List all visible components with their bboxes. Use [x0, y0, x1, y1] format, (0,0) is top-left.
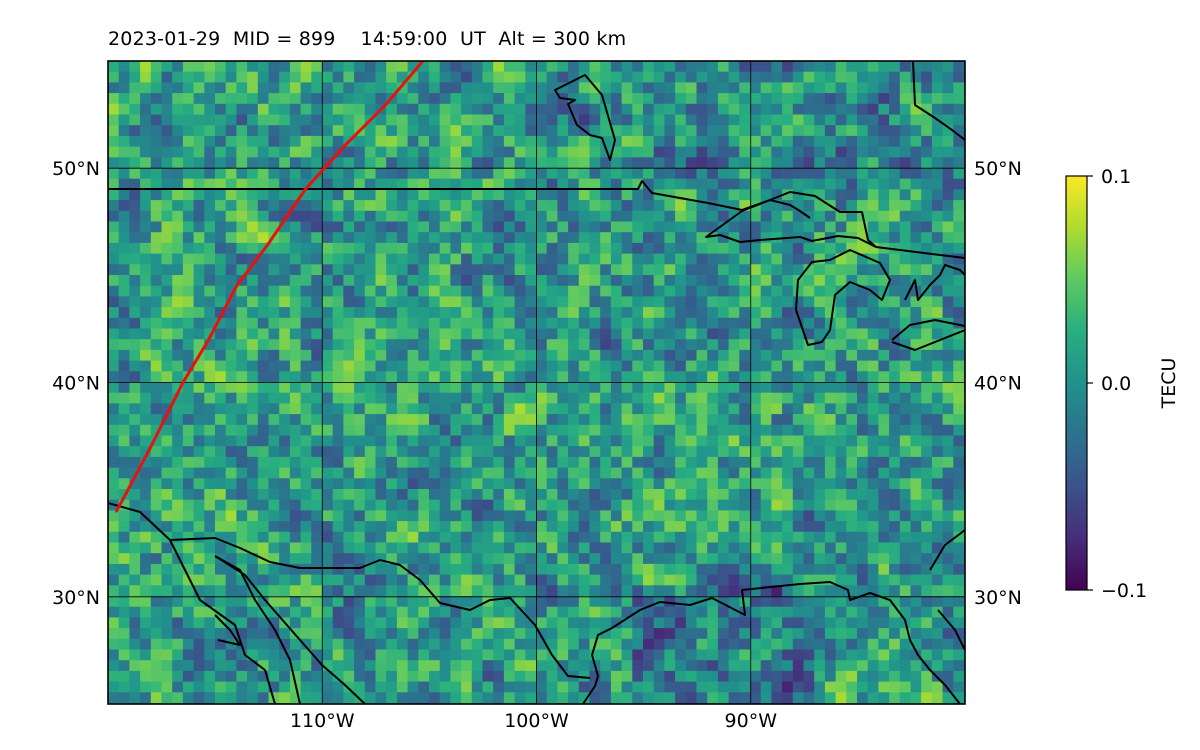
terminator-line — [115, 61, 425, 513]
colorbar-label: TECU — [1158, 358, 1180, 410]
hudson-bay-coast — [912, 61, 965, 141]
lat-label-left: 50°N — [52, 158, 100, 180]
graticule — [108, 61, 965, 704]
us-mexico-border — [108, 502, 591, 679]
lon-label: 110°W — [290, 710, 355, 732]
baja-inner — [214, 614, 241, 646]
map-title: 2023-01-29 MID = 899 14:59:00 UT Alt = 3… — [108, 28, 627, 50]
colorbar-tick-label: −0.1 — [1101, 580, 1147, 602]
lon-label: 90°W — [725, 710, 778, 732]
florida-coast — [929, 529, 965, 651]
map-frame — [107, 60, 966, 705]
lake-michigan — [795, 249, 891, 346]
lon-label: 100°W — [504, 710, 569, 732]
gulf-coast — [591, 581, 961, 704]
colorbar-tick-label: 0.0 — [1101, 373, 1131, 395]
colorbar — [1066, 176, 1087, 590]
lake-huron — [875, 246, 965, 351]
lat-label-left: 30°N — [52, 587, 100, 609]
lat-label-right: 40°N — [974, 373, 1022, 395]
colorbar-tick-label: 0.1 — [1101, 166, 1131, 188]
lat-label-left: 40°N — [52, 373, 100, 395]
lake-winnipeg — [554, 74, 616, 161]
gulf-of-california — [214, 555, 366, 704]
coastlines-borders — [108, 61, 965, 704]
gulf-coast-inner — [582, 675, 599, 704]
tec-heatmap — [108, 61, 965, 704]
lat-label-right: 50°N — [974, 158, 1022, 180]
lat-label-right: 30°N — [974, 587, 1022, 609]
us-canada-border — [108, 180, 811, 219]
baja-california — [169, 539, 276, 704]
